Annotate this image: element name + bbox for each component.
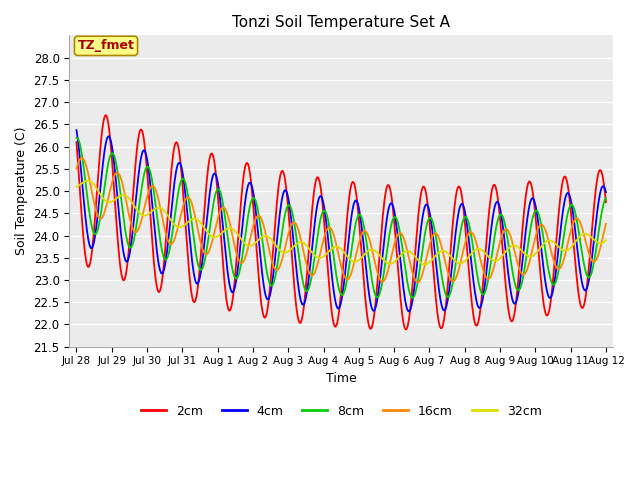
- Legend: 2cm, 4cm, 8cm, 16cm, 32cm: 2cm, 4cm, 8cm, 16cm, 32cm: [136, 400, 547, 423]
- Text: TZ_fmet: TZ_fmet: [77, 39, 134, 52]
- Title: Tonzi Soil Temperature Set A: Tonzi Soil Temperature Set A: [232, 15, 450, 30]
- Y-axis label: Soil Temperature (C): Soil Temperature (C): [15, 127, 28, 255]
- X-axis label: Time: Time: [326, 372, 356, 385]
